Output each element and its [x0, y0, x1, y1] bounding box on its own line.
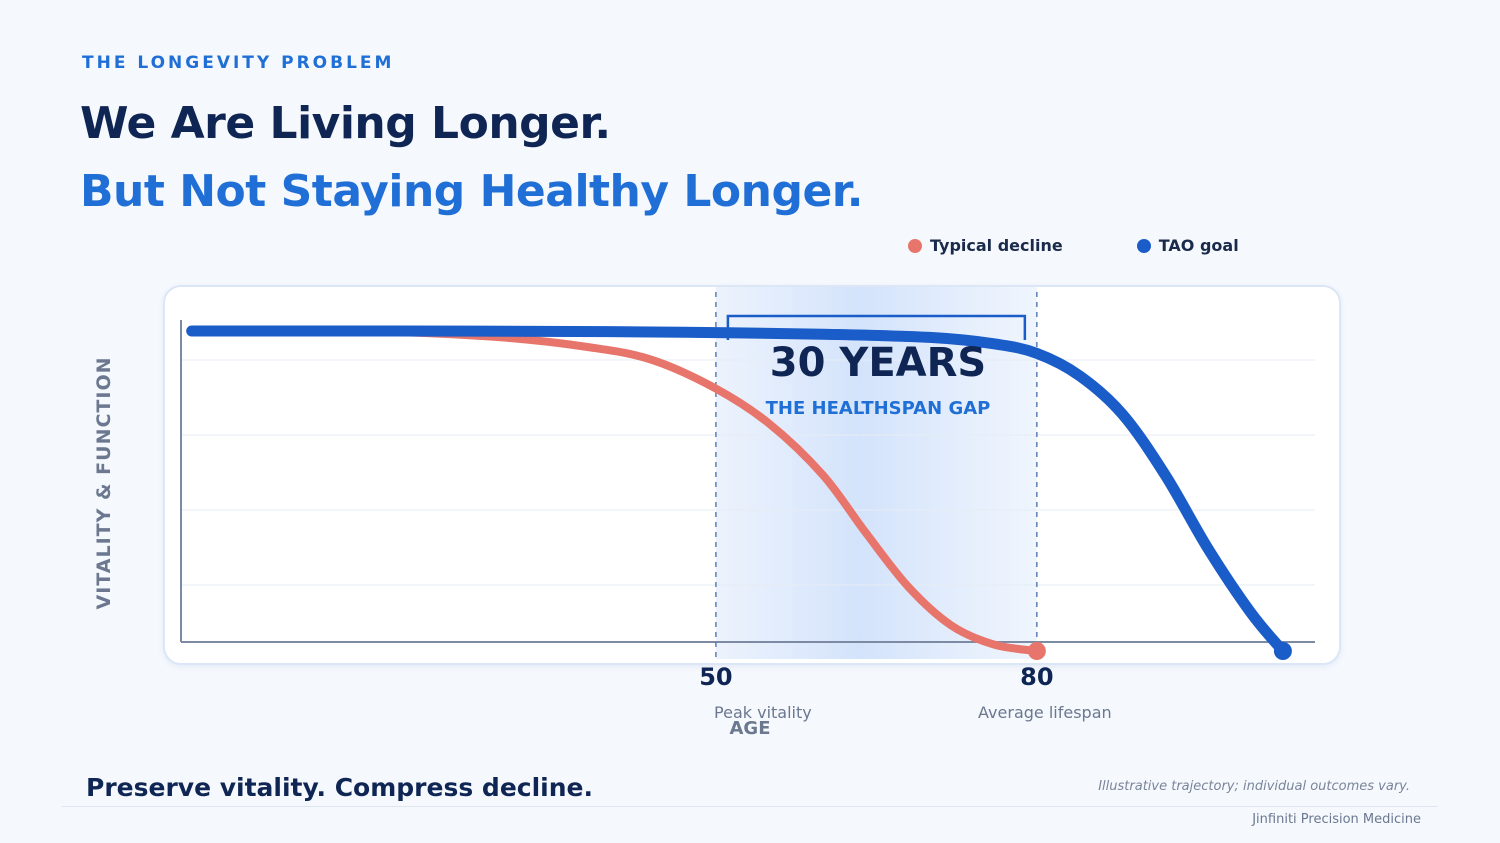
page-subtitle: But Not Staying Healthy Longer. — [80, 166, 863, 217]
footer-divider — [62, 806, 1438, 807]
eyebrow-label: THE LONGEVITY PROBLEM — [82, 53, 395, 73]
legend-dot-tao — [1136, 238, 1151, 253]
legend-item-tao: TAO goal — [1136, 236, 1239, 255]
x-axis-label: AGE — [729, 718, 771, 739]
series-endpoint-typical-decline — [1027, 642, 1046, 660]
y-axis-label: VITALITY & FUNCTION — [93, 356, 115, 610]
gap-annotation-value: 30 YEARS — [769, 340, 987, 386]
series-endpoint-tao-goal — [1273, 642, 1292, 660]
x-tick-label-80: 80 — [1020, 663, 1054, 691]
brand-name: Jinfiniti Precision Medicine — [1252, 812, 1421, 827]
chart-legend: Typical decline TAO goal — [908, 236, 1239, 255]
tagline: Preserve vitality. Compress decline. — [86, 773, 593, 802]
x-tick-sublabel-peak-vitality: Peak vitality — [714, 703, 812, 722]
footnote: Illustrative trajectory; individual outc… — [1098, 779, 1410, 794]
legend-dot-typical — [908, 238, 922, 253]
legend-label-typical: Typical decline — [930, 236, 1063, 255]
legend-item-typical: Typical decline — [908, 236, 1063, 255]
x-tick-label-50: 50 — [699, 663, 733, 691]
x-tick-sublabel-average-lifespan: Average lifespan — [978, 703, 1112, 722]
healthspan-gap-band — [715, 287, 1037, 659]
page-title: We Are Living Longer. — [80, 98, 611, 149]
series-line-tao-goal — [186, 325, 1289, 657]
legend-label-tao: TAO goal — [1158, 236, 1239, 255]
gap-annotation-label: THE HEALTHSPAN GAP — [765, 398, 991, 419]
